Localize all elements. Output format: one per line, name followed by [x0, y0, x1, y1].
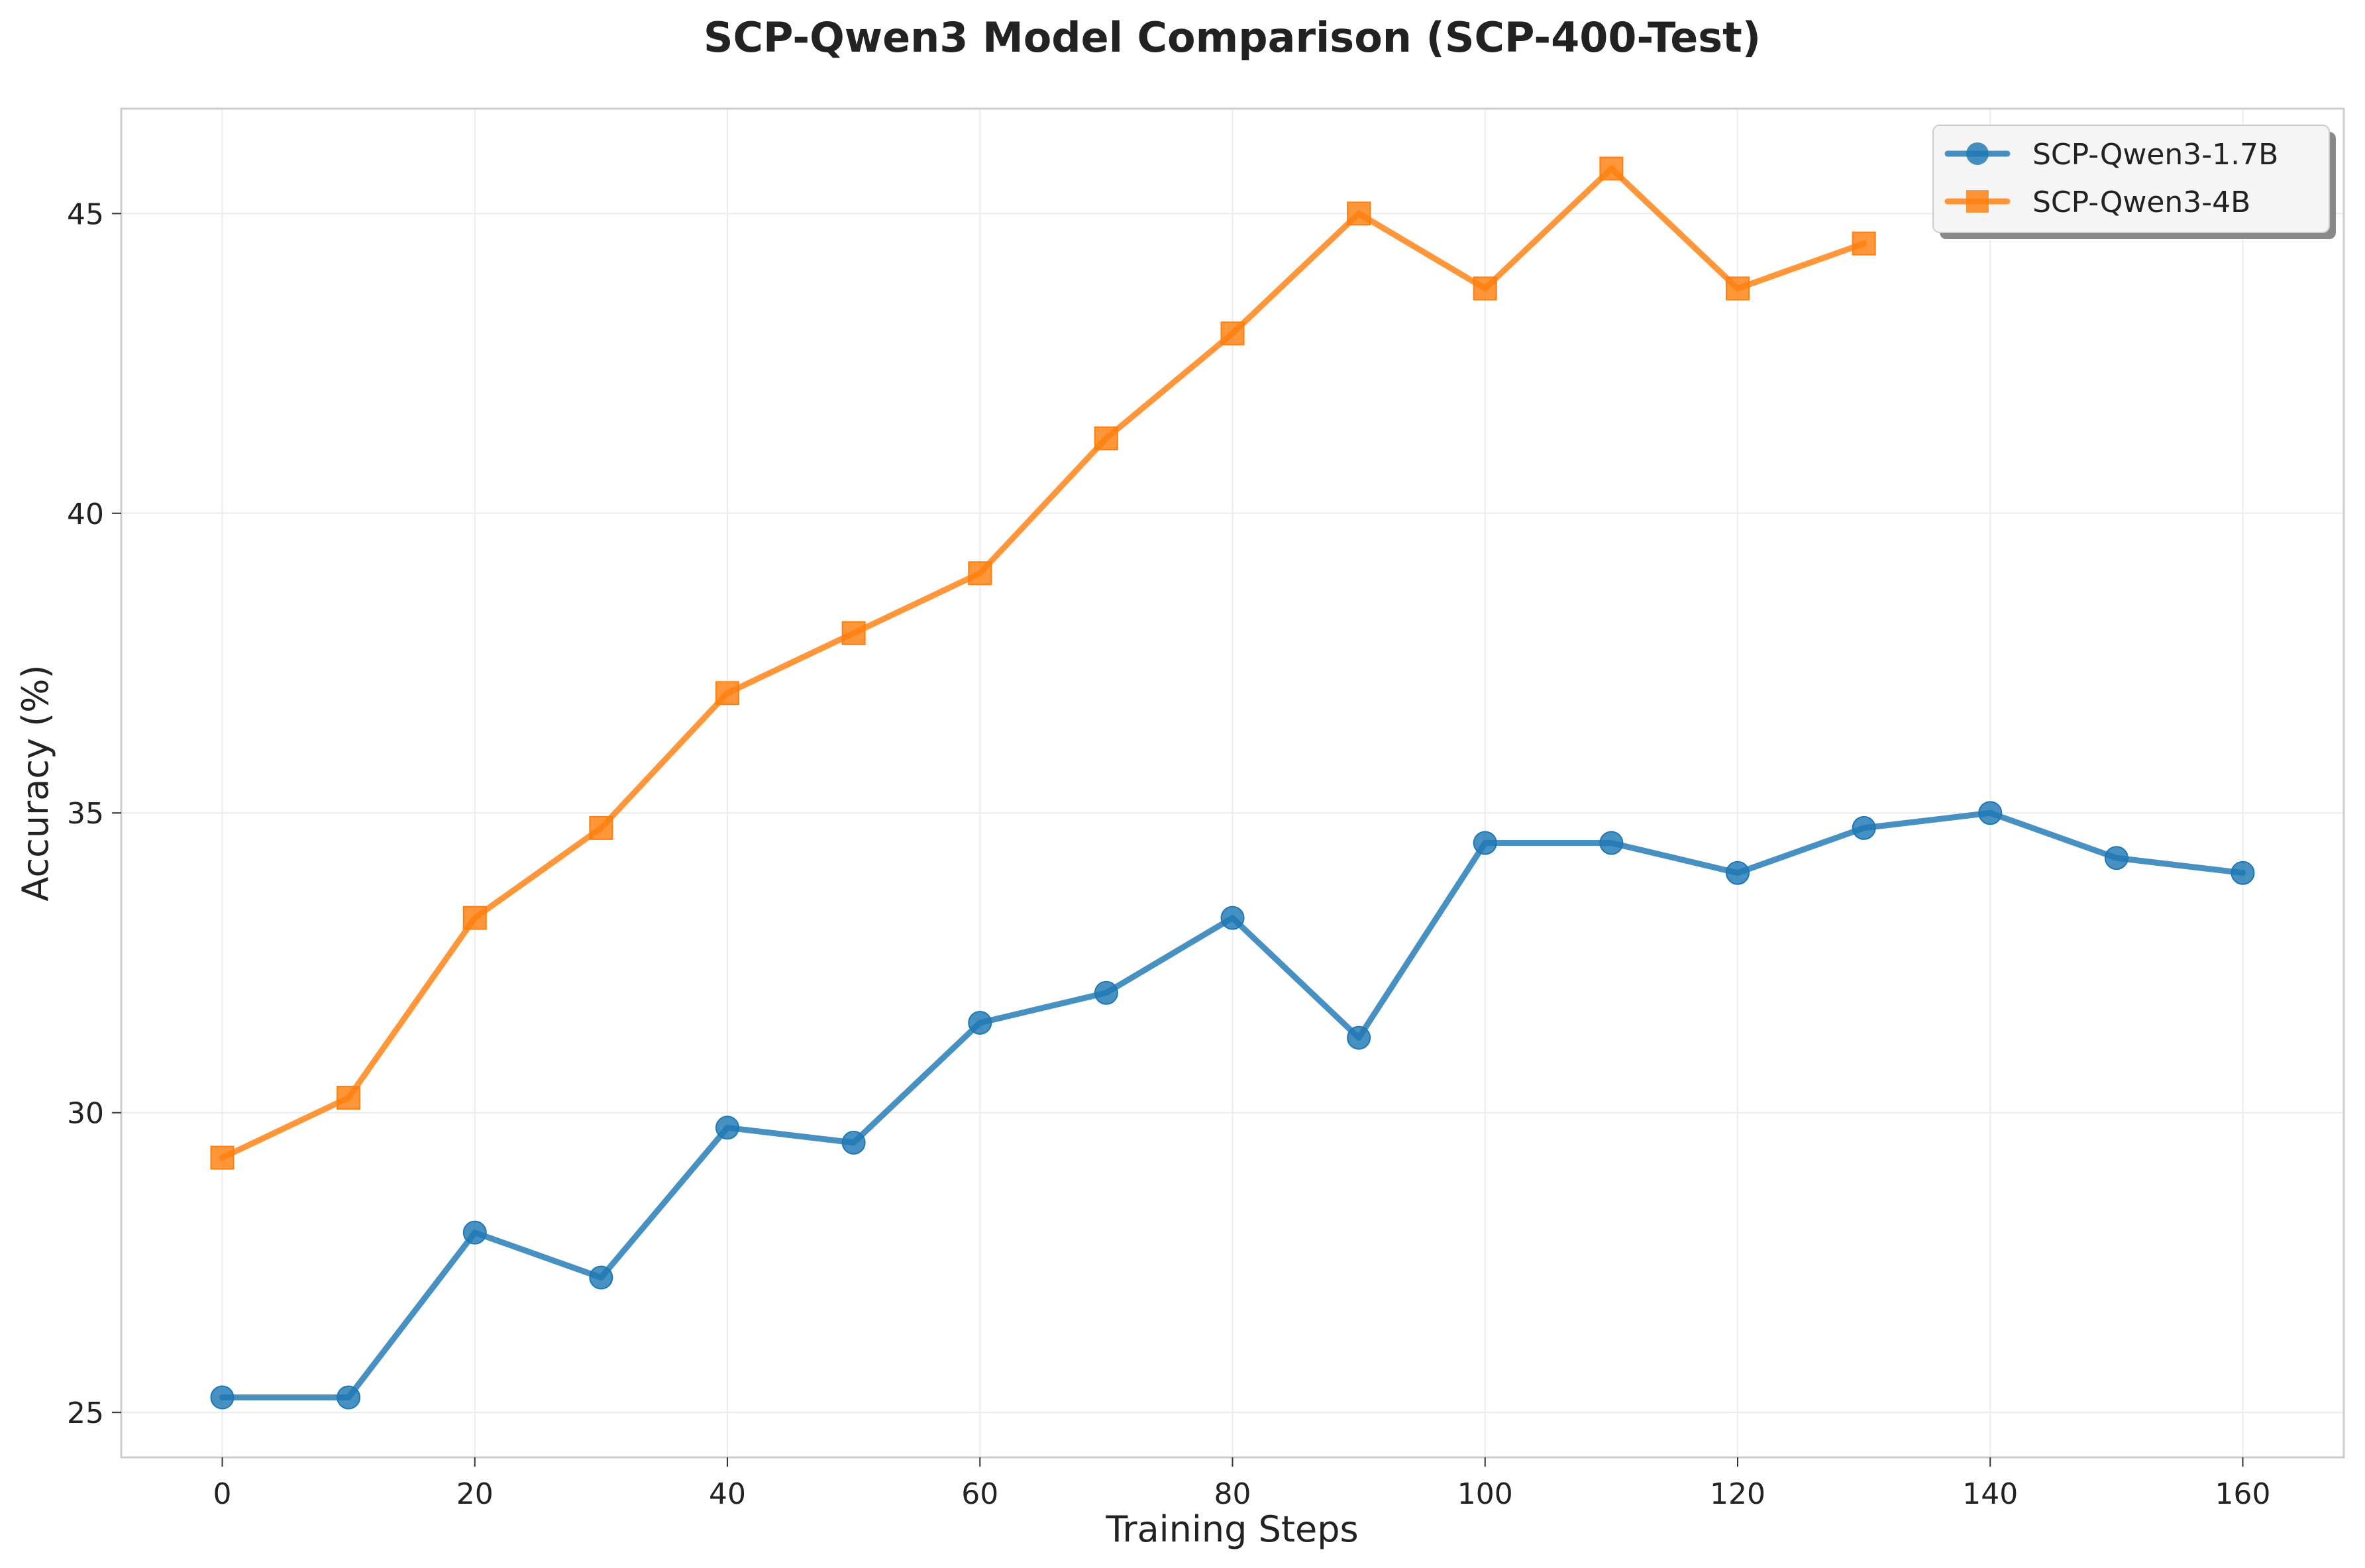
data-point	[1726, 276, 1750, 301]
data-point	[2104, 846, 2128, 870]
x-tick-label: 0	[213, 1477, 232, 1511]
data-point	[1726, 861, 1750, 885]
series-SCP-Qwen3-4B	[210, 156, 1876, 1170]
data-point	[589, 815, 613, 840]
y-tick-label: 40	[67, 497, 104, 531]
x-tick-label: 140	[1962, 1477, 2018, 1511]
legend: SCP-Qwen3-1.7B SCP-Qwen3-4B	[1932, 125, 2336, 239]
legend-box	[1932, 125, 2330, 233]
series-layer	[210, 156, 2255, 1410]
x-tick-label: 100	[1457, 1477, 1513, 1511]
y-tick-label: 30	[67, 1097, 104, 1131]
data-point	[1978, 801, 2003, 825]
data-point	[1094, 980, 1118, 1005]
data-point	[1852, 815, 1876, 840]
x-tick-label: 160	[2215, 1477, 2271, 1511]
data-point	[1852, 231, 1876, 256]
grid	[121, 109, 2344, 1457]
y-axis-label: Accuracy (%)	[15, 664, 56, 901]
x-tick-label: 80	[1214, 1477, 1251, 1511]
x-tick-label: 40	[709, 1477, 746, 1511]
data-point	[841, 621, 866, 645]
y-tick-label: 45	[67, 197, 104, 231]
data-point	[841, 1130, 866, 1155]
legend-label: SCP-Qwen3-4B	[2032, 185, 2250, 219]
data-point	[462, 906, 487, 930]
x-tick-label: 20	[456, 1477, 494, 1511]
data-point	[462, 1220, 487, 1245]
x-tick-label: 120	[1710, 1477, 1765, 1511]
data-point	[1347, 1025, 1371, 1050]
data-point	[2231, 861, 2255, 885]
data-point	[1473, 831, 1497, 855]
data-point	[968, 561, 992, 586]
data-point	[1220, 906, 1245, 930]
data-point	[1473, 276, 1497, 301]
data-point	[337, 1086, 361, 1110]
chart-title: SCP-Qwen3 Model Comparison (SCP-400-Test…	[704, 13, 1761, 62]
data-point	[968, 1010, 992, 1035]
series-line	[219, 166, 1867, 1161]
data-point	[1599, 156, 1624, 181]
legend-label: SCP-Qwen3-1.7B	[2032, 138, 2278, 172]
axis-ticks: 0 20 40 60 80 100 120 140 160 25 30 35 40 45	[67, 197, 2270, 1511]
legend-marker	[1966, 190, 1989, 213]
data-point	[1094, 426, 1118, 450]
data-point	[210, 1145, 235, 1170]
data-point	[210, 1385, 235, 1410]
x-axis-label: Training Steps	[1105, 1508, 1358, 1550]
data-point	[337, 1385, 361, 1410]
y-tick-label: 25	[67, 1396, 104, 1430]
data-point	[1220, 321, 1245, 346]
data-point	[715, 681, 739, 706]
y-tick-label: 35	[67, 797, 104, 831]
data-point	[715, 1116, 739, 1140]
legend-marker	[1966, 142, 1989, 165]
legend-entries: SCP-Qwen3-1.7B SCP-Qwen3-4B	[1944, 138, 2278, 219]
data-point	[1599, 831, 1624, 855]
data-point	[589, 1265, 613, 1290]
x-tick-label: 60	[961, 1477, 998, 1511]
series-SCP-Qwen3-1.7B	[210, 801, 2255, 1410]
data-point	[1347, 201, 1371, 226]
